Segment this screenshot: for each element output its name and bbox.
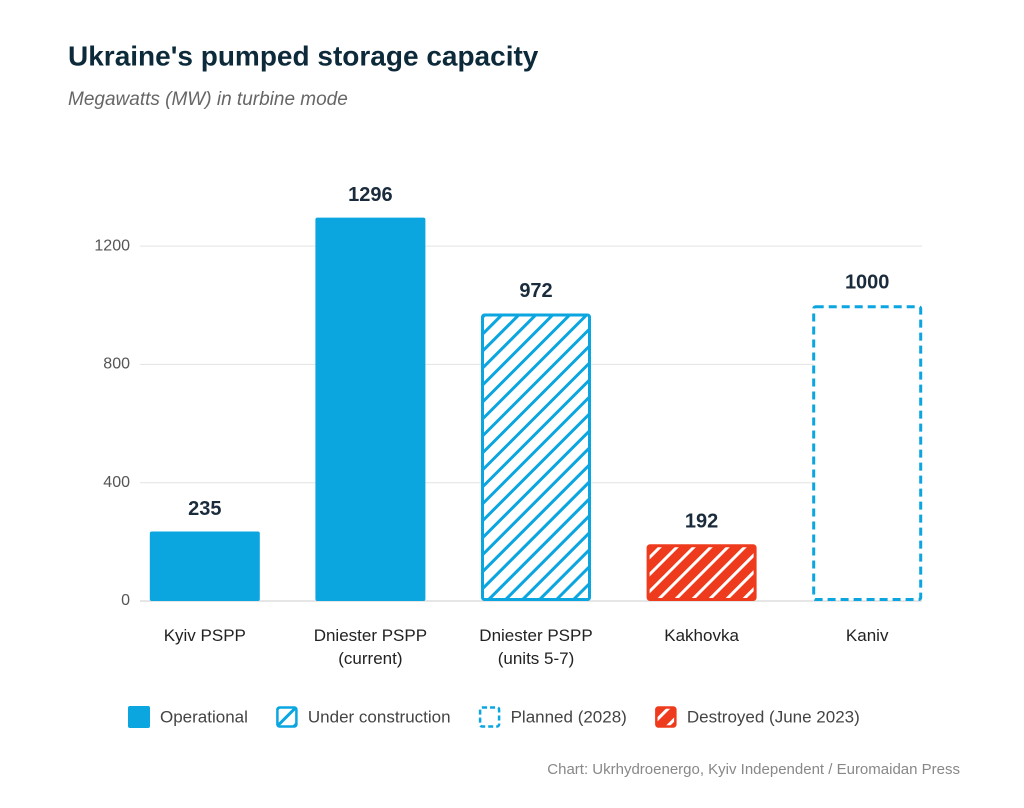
legend-swatch bbox=[276, 706, 298, 728]
legend-label: Planned (2028) bbox=[511, 707, 627, 726]
legend-swatch bbox=[478, 706, 501, 728]
source-note: Chart: Ukrhydroenergo, Kyiv Independent … bbox=[547, 761, 960, 778]
bar bbox=[149, 531, 260, 601]
legend-swatch bbox=[128, 706, 150, 728]
legend-label: Destroyed (June 2023) bbox=[687, 707, 860, 726]
chart-title: Ukraine's pumped storage capacity bbox=[68, 40, 539, 71]
x-tick-label: Dniester PSPP (units 5-7) bbox=[479, 626, 593, 668]
y-tick-label: 800 bbox=[103, 356, 130, 373]
legend-label: Under construction bbox=[308, 707, 451, 726]
legend-label: Operational bbox=[160, 707, 248, 726]
x-tick-label: Dniester PSPP (current) bbox=[313, 626, 428, 668]
bar bbox=[481, 313, 591, 601]
y-tick-label: 0 bbox=[121, 592, 130, 609]
bar bbox=[812, 305, 923, 601]
value-label: 235 bbox=[188, 498, 221, 520]
legend-swatch bbox=[655, 706, 677, 728]
y-tick-label: 400 bbox=[103, 474, 130, 491]
bar bbox=[646, 544, 757, 601]
y-tick-label: 1200 bbox=[94, 237, 130, 254]
bar bbox=[315, 217, 426, 601]
value-label: 192 bbox=[685, 510, 718, 532]
value-label: 1296 bbox=[348, 184, 393, 206]
x-tick-label: Kyiv PSPP bbox=[163, 626, 246, 645]
value-label: 1000 bbox=[845, 272, 890, 294]
value-label: 972 bbox=[519, 280, 552, 302]
x-tick-label: Kakhovka bbox=[664, 626, 739, 645]
chart-subtitle: Megawatts (MW) in turbine mode bbox=[68, 89, 348, 110]
x-tick-label: Kaniv bbox=[845, 626, 889, 645]
